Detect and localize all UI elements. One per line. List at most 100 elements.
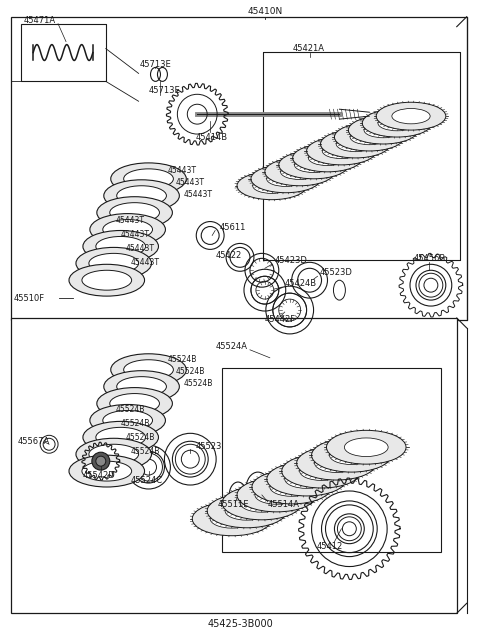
Text: 45422: 45422 [215, 251, 241, 260]
Ellipse shape [111, 163, 186, 195]
Ellipse shape [293, 144, 362, 172]
Ellipse shape [96, 427, 145, 448]
Ellipse shape [110, 203, 159, 223]
Text: 45524B: 45524B [175, 367, 205, 376]
Ellipse shape [240, 494, 284, 512]
Ellipse shape [90, 404, 166, 436]
Text: 45443T: 45443T [183, 190, 212, 199]
Ellipse shape [69, 455, 144, 487]
Ellipse shape [335, 123, 404, 151]
Text: 45523D: 45523D [320, 268, 352, 277]
Ellipse shape [237, 478, 316, 512]
Circle shape [96, 456, 106, 466]
Ellipse shape [376, 103, 446, 130]
Ellipse shape [83, 422, 158, 453]
Text: 45611: 45611 [220, 223, 247, 232]
Ellipse shape [312, 438, 391, 472]
Text: 45524B: 45524B [116, 405, 145, 414]
Text: 45524B: 45524B [168, 355, 197, 364]
Ellipse shape [103, 410, 153, 430]
Ellipse shape [124, 360, 173, 380]
Ellipse shape [104, 371, 180, 403]
Ellipse shape [252, 470, 332, 504]
Ellipse shape [207, 494, 287, 528]
Ellipse shape [76, 248, 152, 279]
Ellipse shape [237, 172, 307, 199]
Bar [21, 23, 106, 82]
Text: 45713E: 45713E [140, 60, 171, 69]
Ellipse shape [279, 151, 348, 179]
Ellipse shape [294, 157, 333, 173]
Ellipse shape [210, 510, 254, 528]
Ellipse shape [322, 143, 360, 159]
Text: 45511E: 45511E [217, 501, 249, 510]
Text: 45524B: 45524B [120, 419, 150, 428]
Text: 45524B: 45524B [183, 379, 213, 388]
Ellipse shape [314, 454, 358, 472]
Bar [12, 318, 457, 613]
Ellipse shape [97, 387, 172, 420]
Ellipse shape [321, 130, 390, 158]
Bar [12, 16, 467, 320]
Text: 45514A: 45514A [268, 501, 300, 510]
Text: 45471A: 45471A [23, 16, 55, 25]
Text: 45443T: 45443T [175, 179, 204, 187]
Ellipse shape [82, 270, 132, 290]
Text: 45443T: 45443T [168, 166, 196, 175]
Ellipse shape [348, 116, 418, 144]
Ellipse shape [124, 169, 173, 189]
Text: 45425-3B000: 45425-3B000 [207, 619, 273, 629]
Ellipse shape [266, 171, 305, 187]
Text: 45423D: 45423D [275, 256, 308, 265]
Ellipse shape [297, 446, 376, 480]
Ellipse shape [82, 461, 132, 481]
Ellipse shape [89, 444, 139, 464]
Ellipse shape [90, 213, 166, 246]
Text: 45424B: 45424B [285, 279, 317, 287]
Ellipse shape [308, 150, 347, 166]
Text: 45524C: 45524C [131, 475, 163, 484]
Text: 45443T: 45443T [131, 258, 160, 267]
Ellipse shape [300, 462, 343, 480]
Ellipse shape [225, 501, 269, 520]
Ellipse shape [270, 478, 313, 496]
Bar [263, 51, 460, 260]
Ellipse shape [252, 178, 291, 194]
Ellipse shape [111, 354, 186, 385]
Ellipse shape [255, 486, 299, 505]
Ellipse shape [285, 470, 328, 488]
Ellipse shape [104, 180, 180, 211]
Bar [222, 368, 441, 551]
Text: 45443T: 45443T [126, 244, 155, 253]
Ellipse shape [117, 185, 167, 206]
Ellipse shape [326, 430, 406, 464]
Circle shape [92, 452, 110, 470]
Ellipse shape [251, 165, 321, 192]
Text: 45421A: 45421A [293, 44, 324, 53]
Text: 45567A: 45567A [17, 437, 49, 446]
Ellipse shape [97, 197, 172, 229]
Ellipse shape [117, 377, 167, 396]
Text: 45456B: 45456B [414, 254, 446, 263]
Ellipse shape [76, 438, 152, 470]
Ellipse shape [265, 158, 335, 185]
Text: 45523: 45523 [195, 442, 222, 451]
Ellipse shape [307, 137, 376, 165]
Text: 45414B: 45414B [195, 132, 228, 142]
Ellipse shape [350, 129, 388, 145]
Text: 45713E: 45713E [148, 86, 180, 95]
Ellipse shape [222, 486, 301, 520]
Ellipse shape [344, 438, 388, 456]
Ellipse shape [280, 164, 319, 180]
Ellipse shape [329, 446, 373, 465]
Text: 45412: 45412 [316, 542, 343, 551]
Ellipse shape [89, 253, 139, 273]
Ellipse shape [282, 454, 361, 488]
Text: 45442F: 45442F [265, 315, 296, 325]
Text: 45524A: 45524A [215, 342, 247, 351]
Ellipse shape [364, 122, 402, 138]
Text: 45524B: 45524B [126, 433, 155, 442]
Text: 45443T: 45443T [120, 230, 150, 239]
Ellipse shape [96, 237, 145, 256]
Ellipse shape [267, 462, 347, 496]
